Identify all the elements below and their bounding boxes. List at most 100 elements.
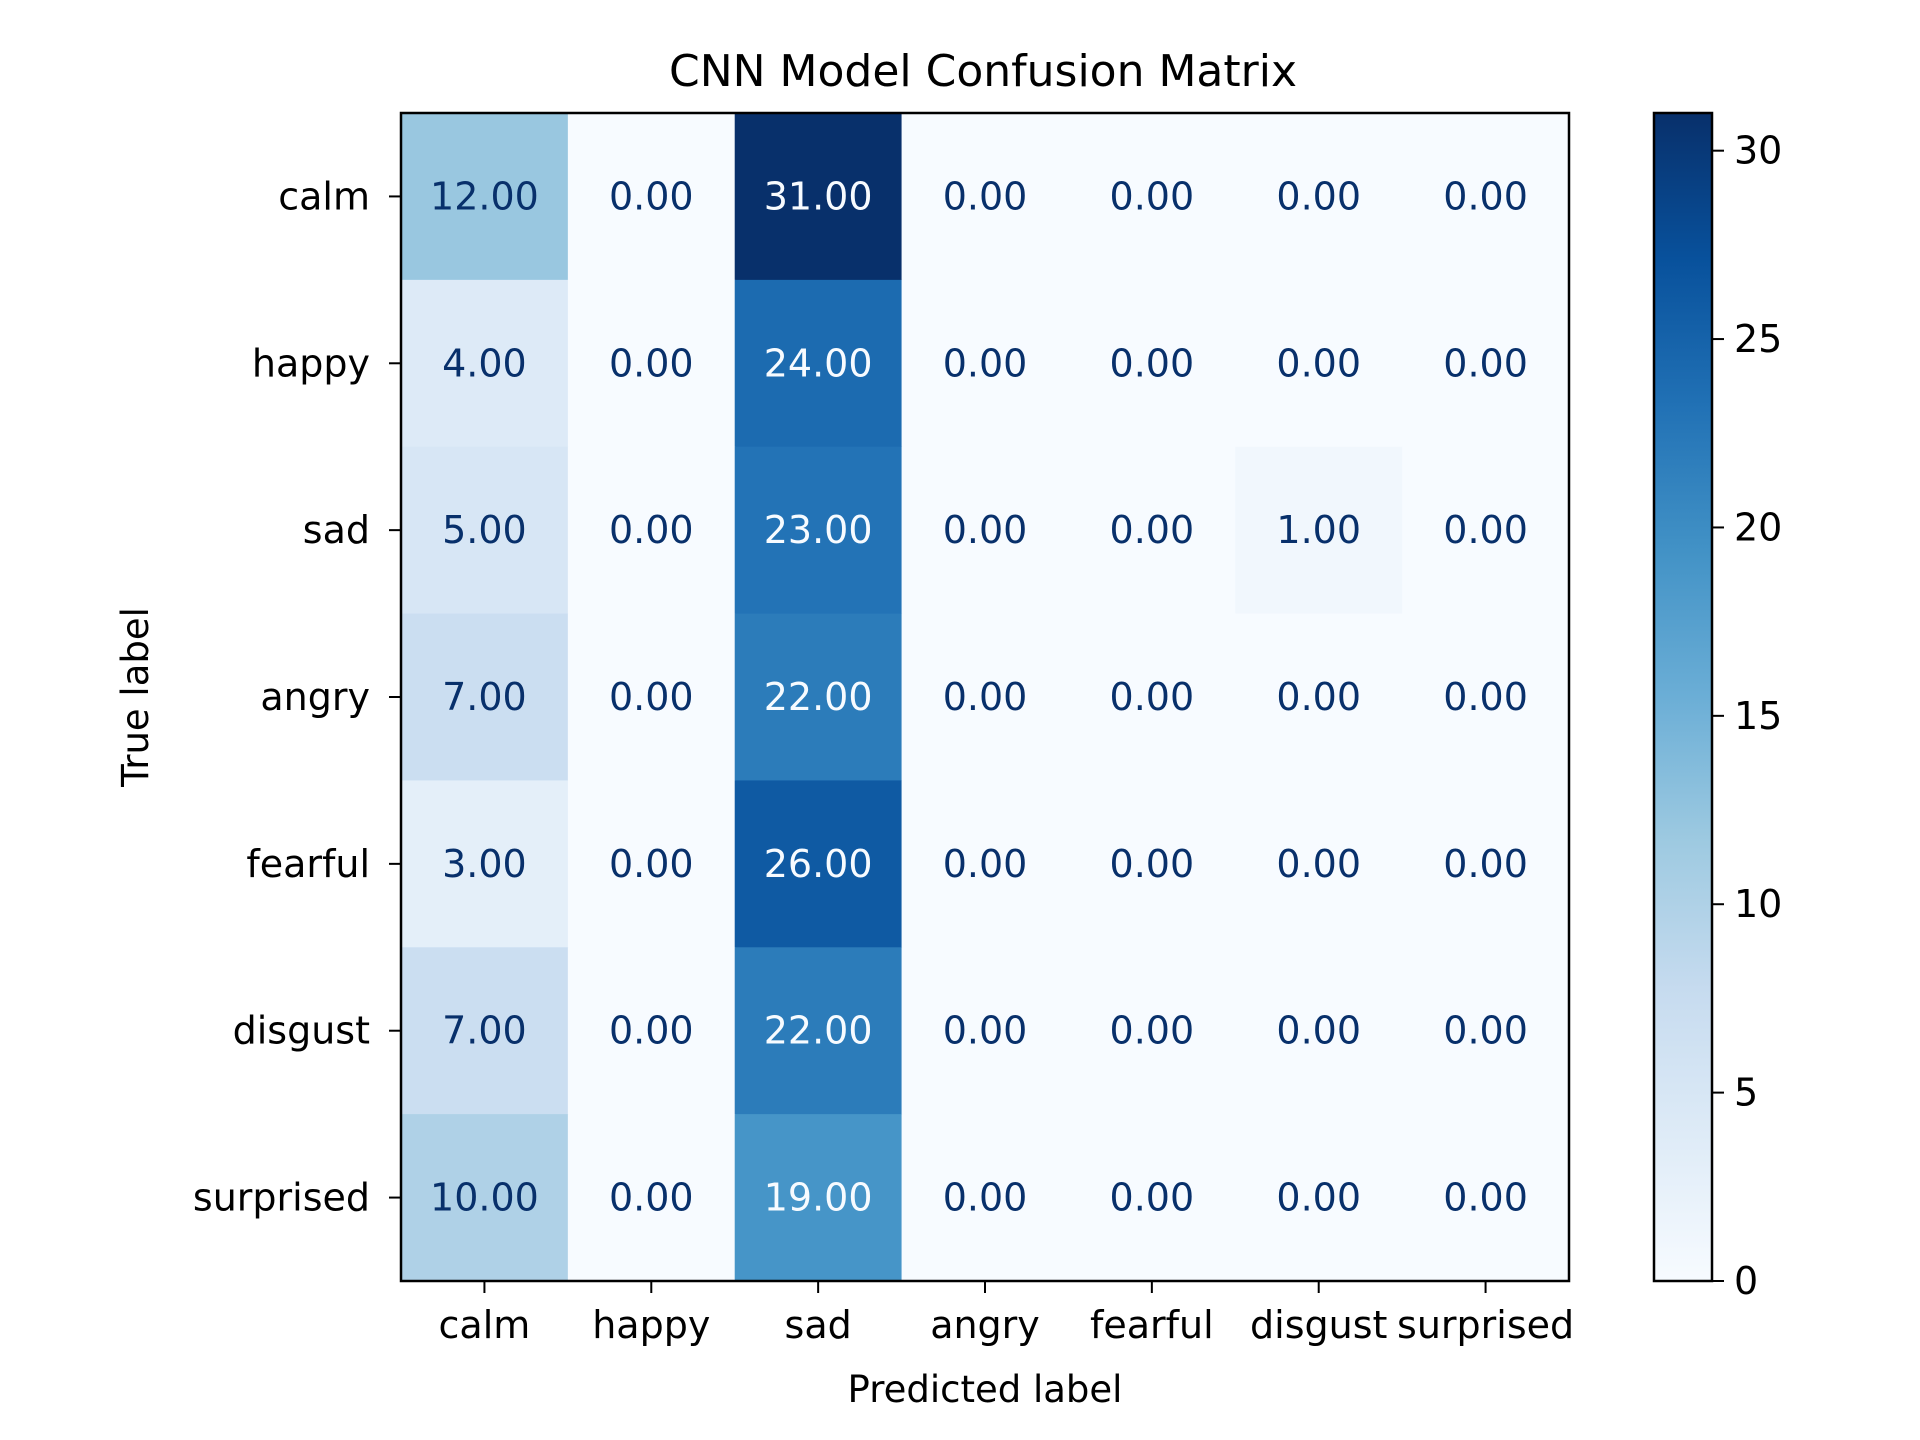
matrix-cell [567,780,736,948]
cell-value-label: 0.00 [943,341,1028,385]
matrix-cell [567,279,736,448]
cell-value-label: 7.00 [442,675,527,719]
matrix-cell [1235,947,1403,1115]
cell-value-label: 0.00 [1276,341,1361,385]
matrix-cell [1068,1114,1236,1282]
cell-value-label: 0.00 [609,174,694,218]
cell-value-label: 0.00 [943,842,1028,886]
cell-value-label: 0.00 [1276,1176,1361,1220]
matrix-cell [734,279,903,448]
cell-value-label: 0.00 [609,842,694,886]
x-tick-label: angry [930,1303,1040,1347]
cell-value-label: 0.00 [1443,842,1528,886]
matrix-cell [734,947,903,1115]
matrix-cell [901,1114,1069,1282]
cell-value-label: 19.00 [764,1176,873,1220]
colorbar-ticks: 0 5 10 15 20 25 30 [1712,129,1782,1303]
colorbar-tick-label: 25 [1734,317,1782,361]
y-tick-label: fearful [246,842,370,886]
cell-value-label: 23.00 [764,508,873,552]
matrix-cell [734,113,903,281]
x-tick-label: disgust [1250,1303,1387,1347]
matrix-cell [567,947,736,1115]
cell-value-label: 0.00 [1110,341,1195,385]
cell-value-label: 0.00 [1276,842,1361,886]
x-axis-label: Predicted label [848,1368,1123,1411]
matrix-cell [734,613,903,781]
cell-value-label: 22.00 [764,675,873,719]
matrix-cell [567,113,736,281]
matrix-cell [1235,613,1403,781]
colorbar-tick-label: 15 [1734,694,1782,738]
cell-value-label: 0.00 [1110,1009,1195,1053]
y-tick-label: angry [260,675,370,719]
matrix-cell [901,279,1069,448]
cell-value-label: 0.00 [1443,508,1528,552]
cell-value-label: 3.00 [442,842,527,886]
y-tick-label: happy [252,341,370,385]
cell-value-label: 0.00 [609,675,694,719]
matrix-cell [401,113,569,281]
matrix-cell [734,1114,903,1282]
cell-value-label: 0.00 [1443,1009,1528,1053]
matrix-cell [1402,1114,1570,1282]
cell-value-label: 7.00 [442,1009,527,1053]
matrix-cell [734,780,903,948]
x-tick-label: happy [592,1303,710,1347]
matrix-cell [901,780,1069,948]
x-axis-ticks: calm happy sad angry fearful disgust surprised [439,1281,1574,1347]
matrix-cell [1402,446,1570,615]
colorbar [1652,111,1714,1283]
matrix-cell [401,780,569,948]
cell-value-label: 5.00 [442,508,527,552]
cell-value-label: 0.00 [943,1176,1028,1220]
y-tick-label: sad [303,508,370,552]
cell-value-label: 0.00 [609,1176,694,1220]
matrix-cell [734,446,903,615]
x-tick-label: calm [439,1303,531,1347]
matrix-cell [1402,947,1570,1115]
cell-value-label: 0.00 [1110,174,1195,218]
matrix-cell [1402,780,1570,948]
matrix-cell [567,613,736,781]
cell-value-label: 0.00 [943,174,1028,218]
matrix-cell [1402,279,1570,448]
cell-value-label: 0.00 [943,1009,1028,1053]
colorbar-tick-label: 20 [1734,505,1782,549]
colorbar-tick-label: 10 [1734,882,1782,926]
matrix-cells [401,113,1570,1282]
cell-value-label: 0.00 [1276,1009,1361,1053]
y-tick-label: disgust [233,1009,370,1053]
matrix-cell [1235,1114,1403,1282]
cell-value-label: 0.00 [1276,174,1361,218]
cell-value-label: 0.00 [1276,675,1361,719]
matrix-cell [401,613,569,781]
cell-value-label: 0.00 [1110,842,1195,886]
cell-value-label: 24.00 [764,341,873,385]
cell-value-label: 0.00 [609,1009,694,1053]
y-tick-label: calm [278,174,370,218]
matrix-cell [567,1114,736,1282]
matrix-cell [401,1114,569,1282]
y-axis-label: True label [114,607,157,788]
x-tick-label: fearful [1090,1303,1214,1347]
cell-value-label: 0.00 [1110,1176,1195,1220]
cell-value-label: 22.00 [764,1009,873,1053]
cell-value-label: 0.00 [943,508,1028,552]
cell-value-label: 0.00 [1443,341,1528,385]
y-tick-label: surprised [193,1176,370,1220]
cell-value-label: 26.00 [764,842,873,886]
matrix-cell [1068,613,1236,781]
x-tick-label: surprised [1397,1303,1574,1347]
cell-value-label: 0.00 [609,341,694,385]
colorbar-tick-label: 5 [1734,1071,1758,1115]
cell-value-label: 0.00 [1443,174,1528,218]
cell-value-label: 10.00 [430,1176,539,1220]
matrix-cell [1068,446,1236,615]
cell-value-label: 0.00 [1110,675,1195,719]
cell-value-label: 0.00 [943,675,1028,719]
matrix-cell [1402,613,1570,781]
cell-value-label: 4.00 [442,341,527,385]
matrix-cell [901,113,1069,281]
matrix-cell [1235,780,1403,948]
